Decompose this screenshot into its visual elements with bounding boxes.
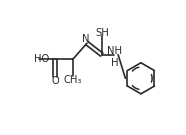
Text: CH₃: CH₃ — [64, 75, 82, 85]
Text: H: H — [111, 58, 118, 68]
Text: O: O — [51, 76, 59, 86]
Text: NH: NH — [107, 46, 122, 56]
Text: HO: HO — [34, 54, 49, 64]
Text: N: N — [82, 34, 89, 44]
Text: SH: SH — [95, 28, 109, 38]
